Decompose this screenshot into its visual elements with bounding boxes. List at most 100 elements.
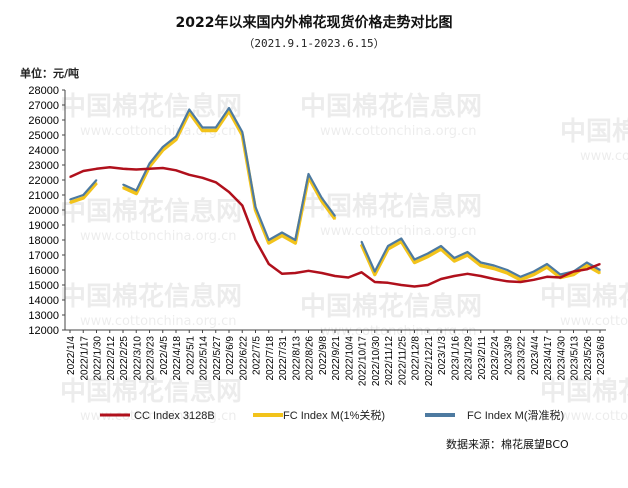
data-point-1 xyxy=(440,248,442,250)
x-tick-label: 2023/2/11 xyxy=(477,336,488,380)
data-point-1 xyxy=(201,129,204,132)
data-point-2 xyxy=(532,270,535,273)
x-tick-label: 2022/2/12 xyxy=(106,336,117,381)
data-point-2 xyxy=(387,245,389,247)
data-point-0 xyxy=(347,276,350,279)
data-point-0 xyxy=(320,272,323,274)
x-tick-label: 2022/3/23 xyxy=(146,336,157,381)
data-point-2 xyxy=(546,263,548,265)
data-point-1 xyxy=(466,254,469,256)
data-point-2 xyxy=(267,239,270,241)
y-tick-label: 28000 xyxy=(28,85,59,97)
y-tick-label: 21000 xyxy=(28,190,59,202)
y-tick-label: 26000 xyxy=(28,115,59,127)
data-point-0 xyxy=(493,278,495,280)
data-point-2 xyxy=(453,257,456,259)
data-point-2 xyxy=(281,231,283,234)
data-point-0 xyxy=(148,167,151,170)
y-tick-label: 23000 xyxy=(28,160,59,172)
x-tick-label: 2022/6/22 xyxy=(238,336,249,381)
data-point-0 xyxy=(413,285,416,288)
data-point-2 xyxy=(294,239,297,241)
data-point-1 xyxy=(519,278,522,281)
x-tick-label: 2022/4/18 xyxy=(172,336,183,381)
data-point-2 xyxy=(228,107,230,109)
x-tick-label: 2023/1/3 xyxy=(437,336,448,375)
x-tick-label: 2022/12/8 xyxy=(411,336,422,381)
data-point-0 xyxy=(228,191,230,193)
data-point-1 xyxy=(267,242,270,244)
y-tick-label: 24000 xyxy=(28,145,59,157)
data-point-2 xyxy=(400,237,403,240)
x-tick-label: 2023/4/30 xyxy=(556,336,567,381)
x-tick-label: 2022/5/1 xyxy=(185,336,196,375)
data-point-0 xyxy=(108,166,111,169)
data-point-0 xyxy=(453,275,456,277)
data-point-2 xyxy=(373,270,376,273)
series-layer xyxy=(69,106,601,288)
x-tick-label: 2023/5/26 xyxy=(583,336,594,381)
data-point-2 xyxy=(188,108,191,111)
x-tick-label: 2023/3/22 xyxy=(517,336,528,381)
data-point-1 xyxy=(546,266,548,268)
data-point-1 xyxy=(572,273,575,276)
watermark-text: 中国棉花信息网 xyxy=(60,376,242,407)
data-point-2 xyxy=(161,146,164,148)
x-tick-label: 2023/5/13 xyxy=(570,336,581,381)
x-tick-label: 2023/4/4 xyxy=(530,336,541,375)
watermark-text: 中国棉花信息网 xyxy=(300,91,482,122)
watermark-text: 中国棉花信息网 xyxy=(300,291,482,322)
data-point-2 xyxy=(440,245,442,247)
watermark-url: www.cottonchina.org.cn xyxy=(560,409,628,424)
data-point-2 xyxy=(559,273,562,276)
watermark-text: 中国棉花信息网 xyxy=(60,281,242,312)
x-tick-label: 2022/10/30 xyxy=(371,336,382,386)
data-point-2 xyxy=(82,194,85,196)
data-point-2 xyxy=(148,162,151,165)
chart-subtitle: （2021.9.1-2023.6.15） xyxy=(243,37,384,50)
data-point-1 xyxy=(175,138,177,141)
data-point-0 xyxy=(519,281,522,283)
data-point-2 xyxy=(479,261,482,264)
data-point-2 xyxy=(585,261,588,264)
data-point-2 xyxy=(122,183,124,186)
x-tick-label: 2022/8/26 xyxy=(305,336,316,381)
data-point-0 xyxy=(334,275,336,277)
x-tick-label: 2022/7/18 xyxy=(265,336,276,381)
x-tick-label: 2022/6/9 xyxy=(225,336,236,375)
y-tick-label: 12000 xyxy=(28,325,59,337)
data-point-2 xyxy=(320,197,323,199)
x-tick-label: 2022/1/17 xyxy=(79,336,90,381)
x-tick-labels: 2022/1/4 2022/1/17 2022/1/30 2022/2/12 2022/… xyxy=(66,330,607,386)
watermark-text: 中国棉花信息网 xyxy=(300,191,482,222)
data-point-0 xyxy=(599,263,601,265)
x-tick-label: 2022/2/25 xyxy=(119,336,130,381)
y-tick-label: 25000 xyxy=(28,130,59,142)
data-point-0 xyxy=(254,239,257,241)
data-point-0 xyxy=(373,281,376,283)
y-tick-label: 27000 xyxy=(28,100,59,112)
x-tick-label: 2022/7/5 xyxy=(252,336,263,375)
data-point-2 xyxy=(135,189,138,192)
data-point-2 xyxy=(334,215,336,217)
data-point-1 xyxy=(69,201,71,204)
data-point-1 xyxy=(320,200,323,202)
x-tick-label: 2022/5/14 xyxy=(199,336,210,381)
data-point-2 xyxy=(241,131,244,133)
data-point-0 xyxy=(135,168,138,171)
y-tick-label: 15000 xyxy=(28,280,59,292)
data-point-1 xyxy=(413,261,416,264)
x-tick-label: 2022/12/21 xyxy=(424,336,435,386)
data-point-2 xyxy=(214,126,217,129)
watermark-text: 中国棉花信息网 xyxy=(540,376,628,407)
data-point-0 xyxy=(585,268,588,271)
data-source: 数据来源：棉花展望BCO xyxy=(446,437,569,451)
y-tick-label: 20000 xyxy=(28,205,59,217)
x-tick-label: 2023/6/8 xyxy=(596,336,607,375)
data-point-2 xyxy=(493,264,495,267)
x-tick-label: 2022/7/31 xyxy=(278,336,289,381)
data-point-0 xyxy=(572,270,575,273)
data-point-1 xyxy=(453,260,456,262)
x-tick-label: 2023/3/9 xyxy=(503,336,514,375)
